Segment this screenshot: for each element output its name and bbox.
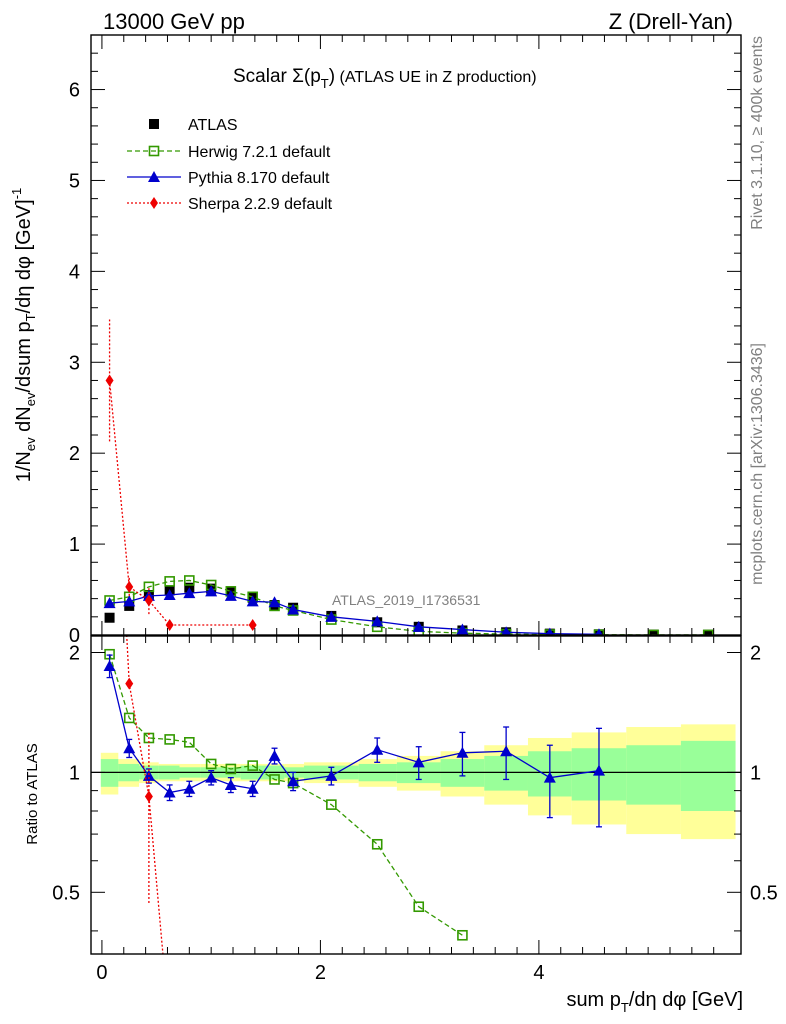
pythia-ratio-point: [325, 769, 338, 781]
pythia-point: [246, 595, 259, 607]
sherpa-point: [248, 619, 257, 631]
herwig-ratio-point: [184, 737, 195, 748]
pythia-point: [501, 626, 511, 635]
atlas-point: [703, 629, 714, 635]
sherpa-point: [105, 374, 114, 387]
pythia-ratio-point: [456, 746, 469, 758]
pythia-point: [545, 627, 554, 635]
plot-title: Scalar Σ(pT) (ATLAS UE in Z production): [233, 66, 537, 91]
pythia-ratio-point: [412, 756, 425, 768]
pythia-ratio-point: [592, 764, 605, 776]
legend: ATLAS Herwig 7.2.1 default Pythia 8.170 de…: [127, 117, 333, 213]
legend-pythia-marker: [148, 171, 160, 182]
y-axis-label: 1/Nev dNev/dsum pT/dη dφ [GeV]-1: [9, 188, 38, 483]
x-tick-label: 0: [96, 962, 107, 984]
analysis-watermark: ATLAS_2019_I1736531: [332, 592, 481, 608]
sherpa-point: [165, 619, 174, 631]
pythia-ratio-point: [268, 749, 281, 761]
pythia-ratio-point: [224, 778, 237, 790]
pythia-point: [163, 589, 176, 600]
legend-atlas-label: ATLAS: [188, 117, 238, 134]
ratio-y-tick-label: 1: [69, 762, 80, 784]
y-tick-label: 0: [69, 625, 80, 647]
pythia-point: [287, 603, 300, 615]
y-tick-label: 4: [69, 261, 80, 283]
sherpa-point: [144, 594, 153, 607]
y-tick-label: 2: [69, 443, 80, 465]
y-tick-label: 1: [69, 534, 80, 556]
pythia-point: [412, 620, 425, 632]
legend-atlas-marker: [149, 119, 159, 129]
pythia-ratio-point: [183, 782, 196, 794]
herwig-point: [164, 576, 175, 587]
pythia-point: [268, 596, 281, 608]
ratio-panel-content: [91, 636, 741, 954]
herwig-ratio-point: [457, 929, 468, 941]
pythia-ratio-point: [500, 745, 513, 757]
sherpa-ratio-line: [126, 636, 164, 954]
legend-sherpa-label: Sherpa 2.2.9 default: [188, 196, 333, 213]
herwig-point: [184, 575, 195, 586]
pythia-ratio-point: [205, 771, 218, 783]
mcplots-label: mcplots.cern.ch [arXiv:1306.3436]: [749, 343, 766, 585]
pythia-ratio-point: [246, 782, 259, 794]
pythia-point: [595, 628, 603, 635]
rivet-label: Rivet 3.1.10, ≥ 400k events: [749, 36, 766, 230]
legend-herwig-marker: [148, 145, 160, 157]
ratio-y-tick-label-right: 0.5: [750, 882, 778, 904]
main-panel-frame: [90, 34, 742, 636]
y-tick-label: 5: [69, 170, 80, 192]
x-tick-label: 4: [533, 962, 544, 984]
sherpa-point: [125, 580, 134, 593]
sherpa-ratio-point: [144, 790, 153, 803]
legend-sherpa-marker: [150, 197, 158, 209]
legend-herwig-label: Herwig 7.2.1 default: [188, 144, 331, 161]
pythia-point: [224, 589, 237, 601]
pythia-ratio-point: [371, 743, 384, 755]
x-tick-label: 2: [315, 962, 326, 984]
y-tick-label: 6: [69, 80, 80, 102]
herwig-ratio-point: [123, 712, 135, 724]
pythia-point: [456, 623, 469, 635]
pythia-ratio-point: [543, 771, 556, 783]
herwig-ratio-point: [269, 774, 280, 785]
herwig-ratio-line: [108, 654, 463, 936]
herwig-ratio-point: [205, 758, 217, 770]
pythia-ratio-point: [123, 742, 136, 754]
x-axis-label: sum pT/dη dφ [GeV]: [566, 989, 743, 1015]
pythia-ratio-point: [103, 659, 116, 671]
pythia-point: [123, 595, 136, 607]
atlas-point: [104, 612, 115, 623]
beam-label: 13000 GeV pp: [103, 9, 245, 34]
pythia-ratio-point: [163, 786, 176, 798]
sherpa-ratio-point: [125, 677, 134, 690]
herwig-ratio-point: [247, 760, 258, 771]
ratio-y-axis-label: Ratio to ATLAS: [24, 743, 41, 844]
uncertainty-band-inner: [680, 740, 736, 811]
herwig-ratio-point: [164, 734, 175, 745]
y-tick-label: 3: [69, 352, 80, 374]
pythia-point: [183, 587, 196, 599]
pythia-point: [371, 615, 384, 627]
herwig-ratio-point: [326, 799, 337, 810]
pythia-ratio-point: [287, 775, 300, 787]
herwig-ratio-point: [413, 901, 425, 913]
herwig-ratio-point: [225, 763, 237, 775]
ratio-y-tick-label-right: 2: [750, 642, 761, 664]
ratio-y-tick-label-right: 1: [750, 762, 761, 784]
legend-pythia-label: Pythia 8.170 default: [188, 170, 330, 187]
pythia-point: [103, 597, 116, 609]
ratio-y-tick-label: 0.5: [52, 882, 80, 904]
herwig-ratio-point: [371, 838, 383, 850]
atlas-point: [648, 629, 659, 635]
pythia-point: [325, 610, 338, 622]
pythia-point: [205, 585, 218, 597]
process-label: Z (Drell-Yan): [609, 9, 733, 34]
ratio-y-tick-label: 2: [69, 642, 80, 664]
ratio-panel-frame: [90, 635, 742, 955]
uncertainty-band-inner: [626, 745, 681, 805]
